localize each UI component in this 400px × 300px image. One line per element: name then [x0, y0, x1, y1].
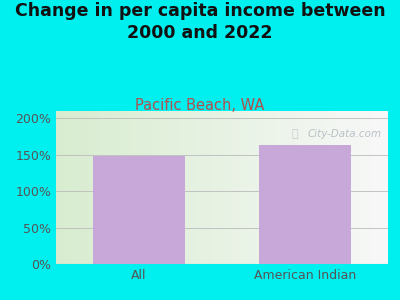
Text: Change in per capita income between
2000 and 2022: Change in per capita income between 2000… [15, 2, 385, 42]
Text: City-Data.com: City-Data.com [307, 129, 381, 140]
Bar [93, 156, 185, 264]
Bar [259, 145, 351, 264]
Text: Pacific Beach, WA: Pacific Beach, WA [135, 98, 265, 112]
Text: 🔍: 🔍 [292, 129, 298, 140]
